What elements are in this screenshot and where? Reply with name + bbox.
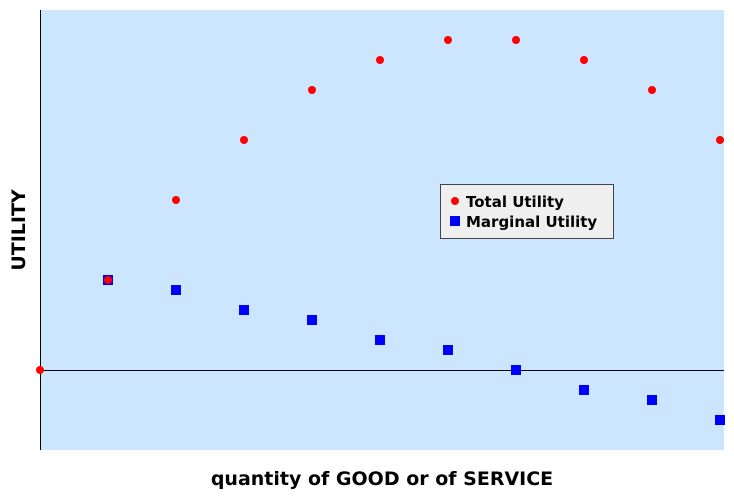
total-utility-point <box>308 86 316 94</box>
total-utility-point <box>580 56 588 64</box>
marginal-utility-point <box>239 305 249 315</box>
y-axis-label: UTILITY <box>8 189 30 271</box>
total-utility-point <box>648 86 656 94</box>
total-utility-point <box>240 136 248 144</box>
legend-label-total-utility: Total Utility <box>466 193 564 211</box>
total-utility-point <box>36 366 44 374</box>
total-utility-point <box>172 196 180 204</box>
legend-label-marginal-utility: Marginal Utility <box>466 213 597 231</box>
marginal-utility-point <box>647 395 657 405</box>
marginal-utility-point <box>307 315 317 325</box>
total-utility-point <box>104 276 112 284</box>
plot-area <box>40 10 724 450</box>
total-utility-point <box>444 36 452 44</box>
legend-marker-total-utility <box>451 197 459 205</box>
marginal-utility-point <box>579 385 589 395</box>
marginal-utility-point <box>715 415 725 425</box>
total-utility-point <box>376 56 384 64</box>
total-utility-point <box>512 36 520 44</box>
marginal-utility-point <box>375 335 385 345</box>
legend-marker-marginal-utility <box>450 216 460 226</box>
marginal-utility-point <box>511 365 521 375</box>
x-axis-label: quantity of GOOD or of SERVICE <box>211 468 553 490</box>
total-utility-point <box>716 136 724 144</box>
legend: Total Utility Marginal Utility <box>440 184 614 239</box>
marginal-utility-point <box>171 285 181 295</box>
marginal-utility-point <box>443 345 453 355</box>
